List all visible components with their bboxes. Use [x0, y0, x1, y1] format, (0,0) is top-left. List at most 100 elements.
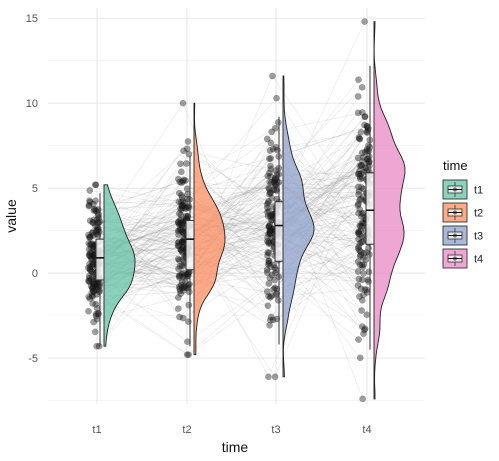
data-point — [361, 148, 369, 156]
data-point — [354, 258, 362, 265]
data-point — [273, 290, 281, 297]
subject-line — [91, 183, 363, 327]
data-point — [271, 124, 279, 132]
y-axis-label: value — [3, 199, 19, 233]
subject-line — [89, 146, 364, 277]
data-point — [90, 287, 97, 295]
data-point — [357, 222, 364, 230]
data-point — [266, 226, 274, 234]
data-point — [179, 314, 187, 322]
subject-line — [93, 200, 366, 248]
subject-line — [95, 150, 364, 260]
subject-line — [89, 202, 364, 296]
data-point — [357, 227, 365, 235]
legend-title: time — [443, 158, 468, 173]
data-point — [182, 284, 190, 291]
data-point — [355, 170, 363, 178]
data-point — [88, 292, 96, 300]
data-point — [269, 72, 276, 80]
data-point — [183, 160, 190, 167]
data-point — [174, 239, 182, 247]
subject-line — [96, 137, 360, 295]
data-point — [356, 196, 364, 204]
data-point — [265, 239, 273, 246]
data-point — [88, 249, 96, 257]
data-point — [267, 189, 275, 197]
subject-line — [99, 230, 369, 292]
data-point — [87, 283, 95, 290]
subject-line — [99, 191, 360, 286]
data-point — [265, 223, 273, 230]
subject-line — [99, 232, 367, 291]
data-point — [182, 278, 189, 286]
legend-label-t2: t2 — [474, 208, 483, 220]
data-point — [358, 233, 366, 240]
data-point — [92, 283, 100, 290]
y-tick-label: -5 — [28, 353, 38, 365]
data-point — [356, 354, 364, 362]
data-point — [93, 207, 100, 215]
data-point — [86, 233, 94, 241]
subject-line — [96, 177, 369, 320]
data-point — [354, 229, 362, 237]
data-point — [358, 174, 366, 182]
data-point — [264, 208, 271, 216]
data-point — [273, 315, 281, 323]
data-point — [355, 134, 363, 141]
data-point — [85, 307, 92, 315]
data-point — [269, 145, 277, 153]
data-point — [178, 228, 186, 235]
data-point — [86, 266, 94, 273]
data-point — [361, 18, 368, 25]
subject-line — [93, 178, 366, 250]
data-point — [267, 292, 275, 300]
data-point — [86, 197, 93, 204]
subject-line — [95, 165, 361, 262]
data-point — [359, 158, 366, 165]
data-point — [357, 128, 365, 136]
data-point — [360, 153, 367, 161]
data-point — [90, 200, 97, 208]
data-point — [356, 175, 364, 183]
data-point — [86, 252, 93, 259]
data-point — [357, 170, 365, 178]
data-point — [85, 202, 93, 210]
data-point — [89, 219, 96, 226]
data-point — [365, 158, 373, 166]
data-point — [178, 238, 186, 246]
data-point — [175, 198, 183, 205]
legend-key-point — [453, 256, 457, 261]
x-tick-labels: t1 t2 t3 t4 — [92, 424, 371, 436]
subject-line — [97, 222, 359, 272]
data-point — [175, 189, 183, 197]
data-point — [357, 248, 364, 255]
data-point — [364, 276, 372, 284]
data-point — [86, 198, 94, 206]
data-point — [176, 274, 183, 282]
half-violin-t4 — [373, 21, 406, 400]
data-point — [356, 162, 364, 169]
y-tick-labels: -5 0 5 10 15 — [26, 13, 38, 365]
subject-line — [98, 201, 366, 290]
data-point — [266, 221, 274, 228]
data-point — [90, 287, 97, 295]
data-point — [181, 204, 188, 212]
data-point — [263, 269, 271, 276]
data-point — [181, 199, 188, 207]
data-point — [268, 179, 275, 186]
data-point — [94, 212, 102, 220]
data-point — [365, 278, 372, 285]
subject-line — [89, 127, 363, 277]
data-point — [89, 283, 97, 291]
subject-line — [96, 192, 370, 267]
half-violin-t2 — [193, 102, 226, 356]
data-point — [92, 181, 99, 189]
data-point — [175, 272, 183, 280]
data-point — [356, 206, 364, 213]
data-point — [363, 129, 371, 136]
data-point — [358, 261, 366, 269]
subject-line — [97, 219, 359, 280]
data-point — [360, 261, 368, 268]
data-point — [186, 280, 193, 288]
data-point — [271, 177, 279, 184]
